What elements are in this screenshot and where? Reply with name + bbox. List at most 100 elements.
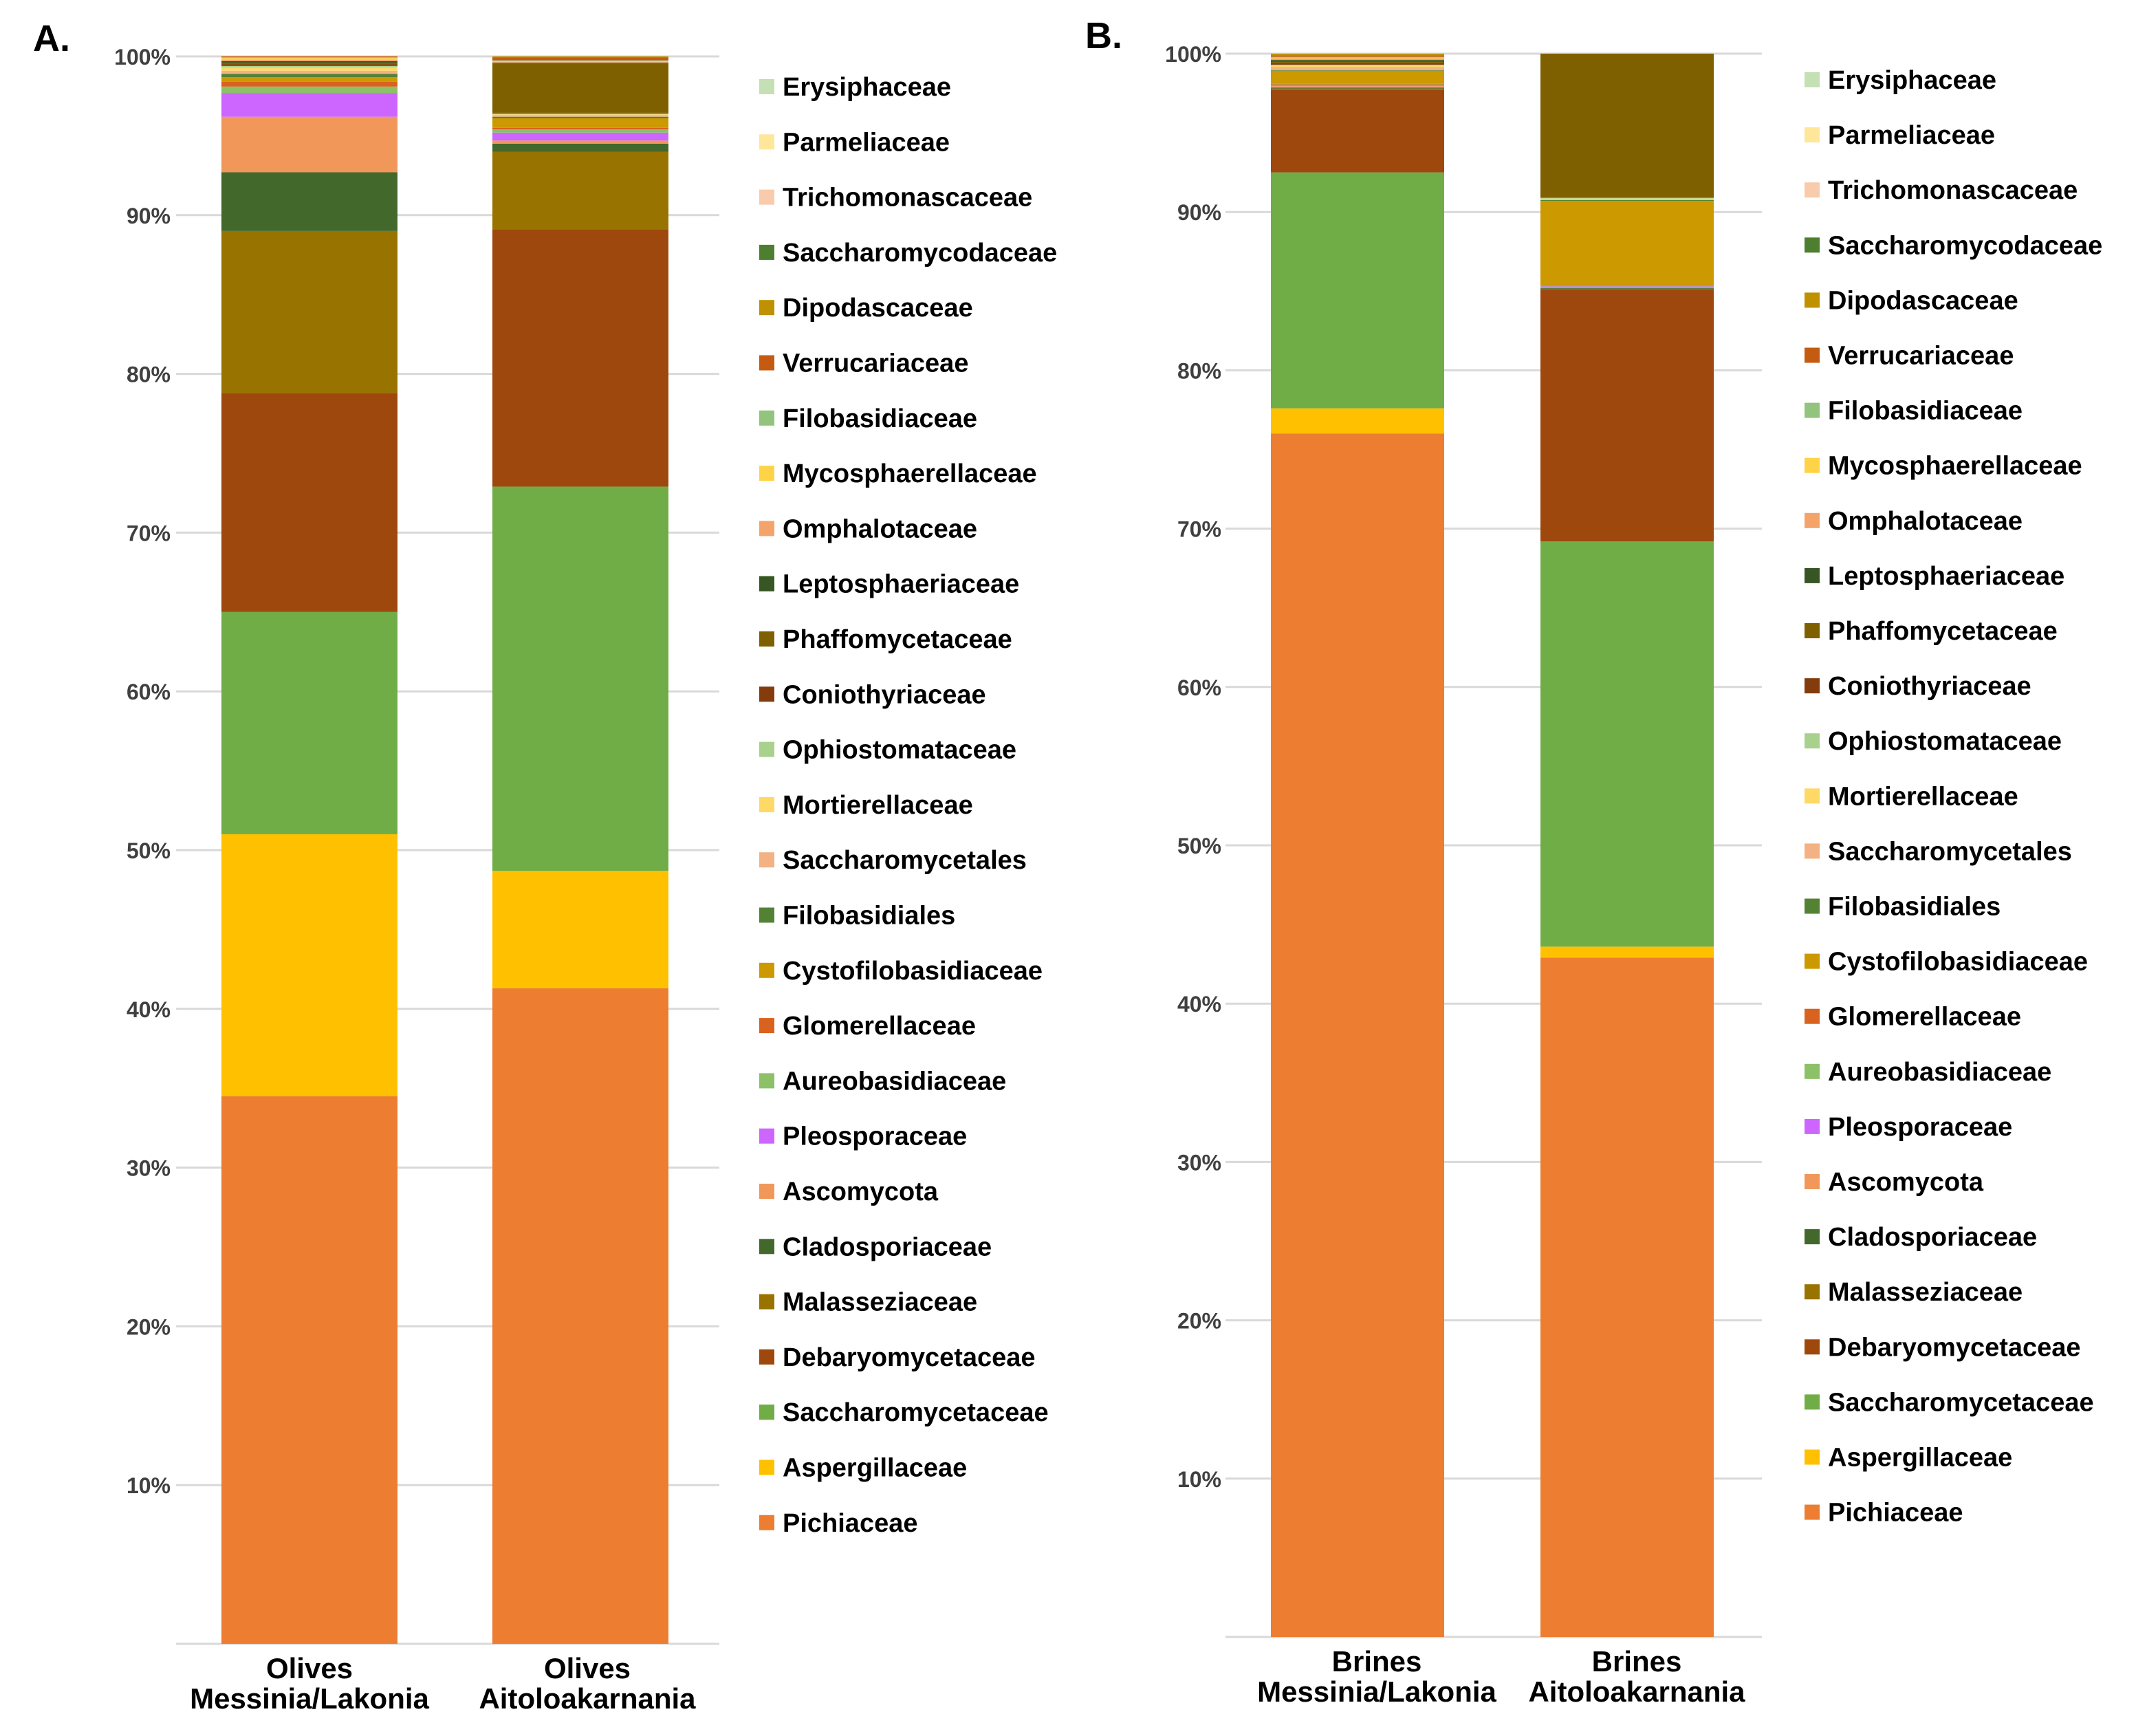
legend-label-ophiostomataceae: Ophiostomataceae (783, 736, 1016, 765)
legend-label-debaryomycetaceae: Debaryomycetaceae (1828, 1333, 2081, 1362)
legend-swatch-aspergillaceae (1805, 1450, 1820, 1465)
y-tick-label: 90% (1177, 200, 1221, 225)
bar-segment-phaffomycetaceae (1271, 62, 1444, 63)
legend-label-erysiphaceae: Erysiphaceae (1828, 66, 1996, 95)
legend-swatch-ophiostomataceae (759, 742, 774, 757)
y-tick-label: 50% (1177, 834, 1221, 858)
bar-segment-ascomycota (1540, 287, 1714, 288)
legend-label-parmeliaceae: Parmeliaceae (783, 128, 950, 157)
legend-label-malasseziaceae: Malasseziaceae (1828, 1278, 2023, 1307)
legend-swatch-mortierellaceae (759, 797, 774, 812)
legend-swatch-aureobasidiaceae (759, 1073, 774, 1088)
legend-label-leptosphaeriaceae: Leptosphaeriaceae (783, 570, 1019, 599)
y-tick-label: 100% (114, 45, 171, 69)
legend-label-trichomonascaceae: Trichomonascaceae (1828, 176, 2078, 205)
bar-segment-leptosphaeriaceae (1271, 60, 1444, 61)
legend-swatch-pleosporaceae (1805, 1119, 1820, 1134)
panel-a: A. 10% 20% 30% 40% 50% 60% 70% 80% 90% 100% Olives… (33, 18, 1057, 1715)
legend-label-parmeliaceae: Parmeliaceae (1828, 121, 1995, 150)
bar-segment-omphalotaceae (1271, 58, 1444, 60)
legend-swatch-ascomycota (1805, 1174, 1820, 1189)
legend-swatch-saccharomycetaceae (759, 1404, 774, 1420)
bar-segment-pleosporaceae (492, 133, 668, 141)
bar-segment-pichiaceae (1540, 957, 1714, 1637)
legend-swatch-filobasidiales (1805, 899, 1820, 914)
x-category-label-line2: Aitoloakarnania (1528, 1675, 1745, 1708)
bar-segment-saccharomycetales (492, 115, 668, 116)
y-tick-label: 10% (1177, 1467, 1221, 1492)
legend-label-pichiaceae: Pichiaceae (1828, 1499, 1963, 1528)
legend-swatch-aspergillaceae (759, 1460, 774, 1475)
legend-label-pleosporaceae: Pleosporaceae (1828, 1113, 2012, 1142)
x-category-label-line2: Messinia/Lakonia (1257, 1675, 1496, 1708)
bar-segment-mycosphaerellaceae (221, 58, 397, 59)
legend-label-saccharomycodaceae: Saccharomycodaceae (783, 239, 1057, 268)
legend-label-pichiaceae: Pichiaceae (783, 1509, 917, 1538)
bar-segment-saccharomycetaceae (492, 486, 668, 871)
bar-segment-cystofilobasidiaceae (221, 77, 397, 82)
bar-segment-leptosphaeriaceae (221, 61, 397, 63)
legend-label-dipodascaceae: Dipodascaceae (783, 294, 973, 323)
bar-segment-mycosphaerellaceae (492, 61, 668, 62)
bar-segment-glomerellaceae (1271, 84, 1444, 85)
legend-swatch-mycosphaerellaceae (1805, 458, 1820, 473)
bar-segment-debaryomycetaceae (221, 393, 397, 612)
legend-swatch-omphalotaceae (1805, 513, 1820, 528)
bar-segment-filobasidiales (492, 117, 668, 118)
legend-label-ascomycota: Ascomycota (1828, 1168, 1984, 1197)
bar-segment-cladosporiaceae (1540, 288, 1714, 289)
legend-label-malasseziaceae: Malasseziaceae (783, 1288, 977, 1317)
bar-segment-aspergillaceae (1540, 946, 1714, 957)
bar-segment-filobasidiales (1271, 70, 1444, 71)
bar-segment-mortierellaceae (1271, 65, 1444, 67)
legend-label-dipodascaceae: Dipodascaceae (1828, 286, 2018, 315)
bar-segment-saccharomycetales (221, 71, 397, 74)
legend-swatch-pichiaceae (1805, 1505, 1820, 1520)
legend-swatch-saccharomycetales (1805, 843, 1820, 858)
bar-segment-filobasidiaceae (221, 57, 397, 58)
legend-swatch-saccharomycetales (759, 852, 774, 867)
bar-segment-ophiostomataceae (492, 113, 668, 114)
legend-swatch-saccharomycodaceae (1805, 237, 1820, 252)
bar-segment-omphalotaceae (492, 62, 668, 63)
legend-swatch-phaffomycetaceae (1805, 623, 1820, 638)
legend-swatch-cladosporiaceae (1805, 1229, 1820, 1244)
legend-swatch-cystofilobasidiaceae (759, 963, 774, 978)
legend-label-glomerellaceae: Glomerellaceae (1828, 1003, 2021, 1032)
legend-swatch-debaryomycetaceae (1805, 1339, 1820, 1354)
bar-segment-aspergillaceae (492, 871, 668, 988)
bar-segment-dipodascaceae (492, 56, 668, 57)
bar-segment-cladosporiaceae (221, 172, 397, 230)
legend-swatch-coniothyriaceae (759, 686, 774, 702)
legend-label-cystofilobasidiaceae: Cystofilobasidiaceae (1828, 948, 2088, 977)
y-tick-label: 60% (1177, 675, 1221, 700)
bar-segment-ascomycota (492, 140, 668, 144)
legend-label-cladosporiaceae: Cladosporiaceae (1828, 1223, 2037, 1252)
y-tick-label: 50% (127, 838, 171, 863)
bar-segment-filobasidiaceae (1271, 57, 1444, 58)
panel-label-a: A. (33, 18, 70, 59)
legend-label-cladosporiaceae: Cladosporiaceae (783, 1233, 992, 1261)
legend-swatch-parmeliaceae (759, 134, 774, 149)
legend-swatch-saccharomycodaceae (759, 245, 774, 260)
legend-label-leptosphaeriaceae: Leptosphaeriaceae (1828, 562, 2064, 591)
bar-segment-glomerellaceae (221, 82, 397, 87)
y-tick-label: 30% (1177, 1150, 1221, 1175)
bar-segment-pichiaceae (1271, 433, 1444, 1637)
legend-swatch-mycosphaerellaceae (759, 466, 774, 481)
x-category-label-line1: Olives (544, 1652, 631, 1684)
legend-swatch-aureobasidiaceae (1805, 1064, 1820, 1079)
legend-swatch-saccharomycetaceae (1805, 1394, 1820, 1409)
legend-swatch-filobasidiales (759, 908, 774, 923)
bar-segment-ascomycota (1271, 86, 1444, 87)
bar-segment-aspergillaceae (221, 834, 397, 1096)
legend-swatch-dipodascaceae (1805, 292, 1820, 307)
legend-label-filobasidiales: Filobasidiales (1828, 893, 2001, 922)
legend-label-coniothyriaceae: Coniothyriaceae (1828, 672, 2031, 701)
legend-swatch-cladosporiaceae (759, 1239, 774, 1254)
legend-label-phaffomycetaceae: Phaffomycetaceae (783, 625, 1012, 654)
legend-swatch-coniothyriaceae (1805, 678, 1820, 693)
panel-b: B. 10% 20% 30% 40% 50% 60% 70% 80% 90% 100% Brines… (1085, 15, 2102, 1708)
legend-label-phaffomycetaceae: Phaffomycetaceae (1828, 617, 2058, 646)
y-tick-label: 80% (1177, 358, 1221, 383)
